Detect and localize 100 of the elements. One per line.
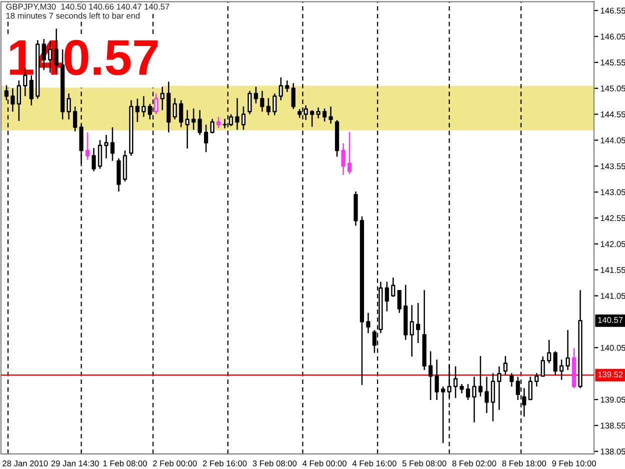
candlestick <box>142 95 146 118</box>
x-tick-label: 2 Feb 00:00 <box>153 460 197 466</box>
x-tick-label: 4 Feb 16:00 <box>352 460 396 466</box>
y-tick-label: 140.05 <box>600 344 625 351</box>
candlestick <box>192 108 196 130</box>
y-tick-label: 141.55 <box>600 267 625 273</box>
x-tick-label: 9 Feb 10:00 <box>552 460 596 466</box>
annotation: 140.57 <box>598 317 623 323</box>
candlestick <box>490 372 496 422</box>
chart-title: GBPJPY,M30 140.50 140.66 140.47 140.57 <box>6 4 170 11</box>
y-tick-label: 138.05 <box>600 448 625 454</box>
x-tick-label: 28 Jan 2010 <box>2 460 48 466</box>
x-tick-label: 29 Jan 14:30 <box>51 460 99 466</box>
candlestick <box>341 142 346 176</box>
candlestick <box>528 376 532 401</box>
candlestick <box>241 106 246 130</box>
y-tick-label: 146.05 <box>600 34 625 40</box>
candlestick <box>129 100 134 156</box>
candlestick <box>248 90 252 115</box>
candlestick <box>460 383 464 394</box>
candlestick <box>172 98 177 120</box>
candlestick <box>185 109 190 150</box>
y-tick-label: 146.55 <box>600 8 625 14</box>
candlestick <box>484 376 489 414</box>
candlestick <box>110 126 115 162</box>
candlestick <box>572 348 576 389</box>
x-tick-label: 8 Feb 02:00 <box>452 460 496 466</box>
candlestick <box>391 277 396 298</box>
candlestick <box>66 92 71 120</box>
y-tick-label: 144.55 <box>600 112 625 118</box>
y-tick-label: 142.55 <box>600 215 625 222</box>
y-tick-label: 143.55 <box>600 163 625 170</box>
candlestick <box>472 376 476 423</box>
ref-line-label: 139.52 <box>598 371 623 378</box>
candlestick <box>328 106 333 124</box>
candlestick <box>104 134 108 159</box>
candlestick <box>92 147 96 172</box>
candlestick <box>410 304 414 358</box>
candlestick <box>122 150 128 182</box>
candlestick <box>316 106 320 120</box>
candlestick <box>422 289 426 371</box>
candlestick <box>566 329 570 371</box>
candlestick <box>404 284 408 341</box>
candlestick <box>85 132 90 161</box>
x-tick-label: 5 Feb 08:00 <box>402 460 446 466</box>
candlestick <box>310 109 314 128</box>
x-tick-label: 3 Feb 08:00 <box>252 460 297 466</box>
candlestick <box>384 281 389 312</box>
candlestick <box>441 386 446 444</box>
candlestick <box>260 90 264 112</box>
candlestick <box>29 74 34 106</box>
y-tick-label: 141.05 <box>600 292 625 299</box>
y-tick-label: 145.05 <box>600 86 625 92</box>
candlestick <box>347 131 352 175</box>
x-tick-label: 1 Feb 08:00 <box>103 460 147 466</box>
candlestick <box>322 108 327 122</box>
candlestick <box>179 100 184 128</box>
y-tick-label: 143.05 <box>600 189 625 196</box>
candlestick <box>434 358 439 401</box>
candlestick <box>10 88 15 112</box>
candlestick <box>334 119 340 158</box>
y-tick-label: 144.05 <box>600 137 625 144</box>
candlestick <box>397 289 402 314</box>
y-tick-label: 139.05 <box>600 396 625 403</box>
candlestick <box>235 98 240 130</box>
candlestick <box>534 372 539 388</box>
candlestick <box>135 98 140 123</box>
candlestick <box>503 355 508 376</box>
text: 18 minutes 7 seconds left to bar end <box>6 12 140 19</box>
candlestick <box>291 82 296 110</box>
candlestick <box>198 109 202 136</box>
candlestick <box>366 312 370 334</box>
y-tick-label: 145.55 <box>600 60 625 66</box>
candlestick <box>73 106 78 132</box>
x-tick-label: 2 Feb 16:00 <box>202 460 247 466</box>
candlestick <box>272 92 277 116</box>
candlestick <box>416 302 420 344</box>
candlestick <box>510 372 514 388</box>
candlestick <box>497 366 502 411</box>
candlestick <box>154 92 158 115</box>
candlestick <box>278 76 283 101</box>
candlestick <box>98 140 102 170</box>
candlestick <box>166 80 171 134</box>
candlestick <box>210 118 214 134</box>
candlestick <box>254 86 258 104</box>
candlestick <box>285 80 290 93</box>
candlestick <box>466 383 470 401</box>
candlestick <box>560 358 564 380</box>
candlestick <box>540 356 545 378</box>
candlestick <box>547 339 552 364</box>
candlestick <box>453 366 458 399</box>
candlestick <box>354 190 358 226</box>
candlestick <box>360 216 364 386</box>
candlestick <box>553 350 558 376</box>
candlestick <box>204 124 208 153</box>
y-tick-label: 142.05 <box>600 241 625 248</box>
candlestick <box>578 289 582 389</box>
candlestick <box>116 158 121 192</box>
x-tick-label: 4 Feb 00:00 <box>302 460 346 466</box>
candlestick <box>428 350 433 401</box>
